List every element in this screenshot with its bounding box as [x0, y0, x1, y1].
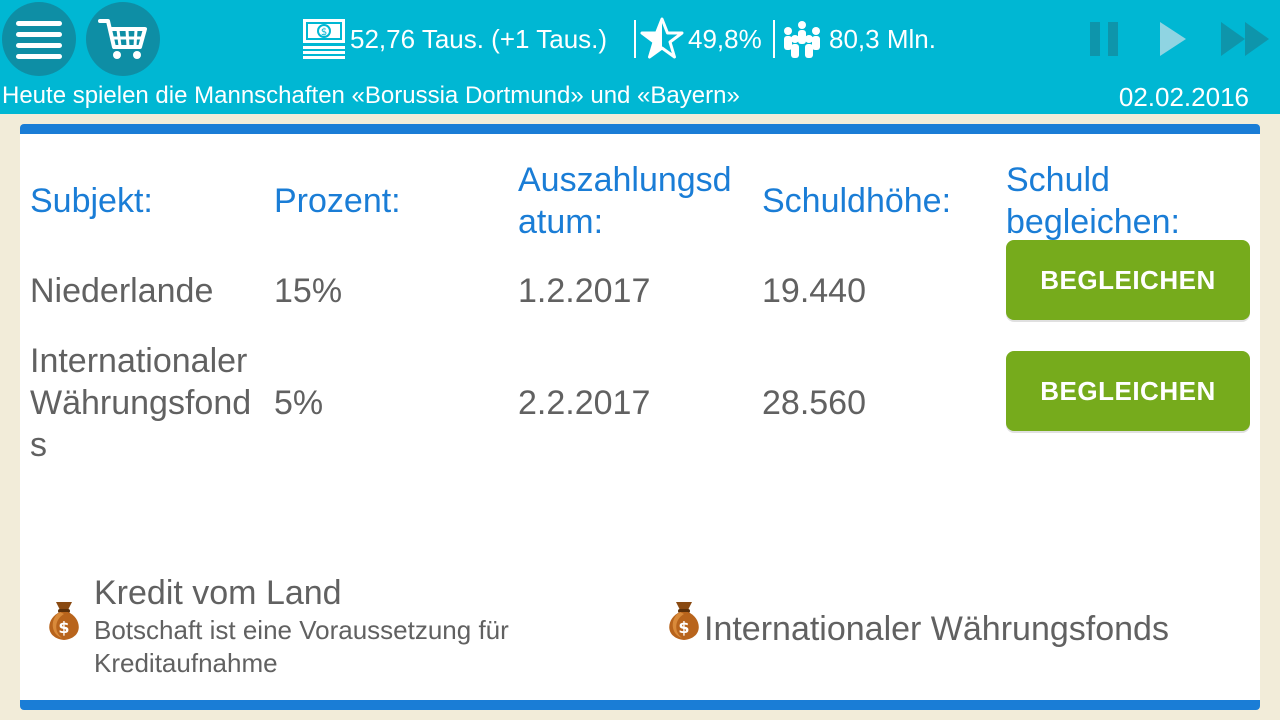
menu-icon: [16, 21, 62, 59]
play-icon: [1160, 22, 1186, 56]
table-row-date: 2.2.2017: [518, 384, 651, 422]
header-pay-off-line1: Schuld: [1006, 161, 1110, 199]
rating-value: 49,8%: [688, 23, 762, 54]
pay-off-button[interactable]: BEGLEICHEN: [1006, 240, 1250, 320]
star-icon: [640, 17, 684, 61]
country-loan-title: Kredit vom Land: [94, 574, 342, 612]
play-button[interactable]: [1146, 14, 1200, 64]
header-pay-off-line2: begleichen:: [1006, 203, 1180, 241]
header-payout-date-line2: atum:: [518, 203, 604, 241]
money-value: 52,76 Taus. (+1 Taus.): [350, 23, 608, 54]
country-loan-subtitle: Botschaft ist eine Voraussetzung für Kre…: [94, 615, 509, 678]
population-stat[interactable]: 80,3 Mln.: [779, 12, 936, 66]
stat-divider: [634, 20, 636, 58]
table-row-amount: 28.560: [762, 384, 866, 422]
table-row-amount: 19.440: [762, 272, 866, 310]
table-row-percent: 5%: [274, 384, 324, 422]
header-percent: Prozent:: [274, 182, 401, 220]
svg-text:$: $: [678, 618, 689, 637]
debt-panel: Subjekt: Prozent: Auszahlungsd atum: Sch…: [20, 124, 1260, 710]
imf-loan-title: Internationaler Währungsfonds: [704, 610, 1169, 648]
header-payout-date: Auszahlungsd atum:: [518, 159, 732, 243]
pause-button[interactable]: [1077, 14, 1131, 64]
population-value: 80,3 Mln.: [829, 23, 936, 54]
header-amount: Schuldhöhe:: [762, 182, 952, 220]
cart-icon: [98, 19, 147, 59]
header-pay-off: Schuld begleichen:: [1006, 159, 1180, 243]
game-date: 02.02.2016: [1118, 82, 1249, 112]
rating-stat[interactable]: 49,8%: [640, 12, 762, 66]
people-icon: [779, 19, 825, 59]
subject-line: Währungsfond: [30, 384, 252, 422]
stat-divider: [773, 20, 775, 58]
pay-off-button[interactable]: BEGLEICHEN: [1006, 351, 1250, 431]
news-ticker: Heute spielen die Mannschaften «Borussia…: [2, 82, 740, 109]
table-row-subject: Internationaler Währungsfond s: [30, 340, 251, 466]
subject-line: s: [30, 426, 47, 464]
money-bag-icon: $: [49, 602, 79, 640]
table-row-subject: Niederlande: [30, 272, 214, 310]
header-subject: Subjekt:: [30, 182, 153, 220]
header-payout-date-line1: Auszahlungsd: [518, 161, 732, 199]
money-bag-icon: $: [669, 602, 699, 640]
shop-button[interactable]: [86, 2, 160, 76]
fast-forward-icon: [1221, 22, 1269, 56]
svg-text:$: $: [321, 27, 327, 38]
menu-button[interactable]: [2, 2, 76, 76]
money-stat[interactable]: $ 52,76 Taus. (+1 Taus.): [302, 12, 607, 66]
pause-icon: [1090, 22, 1118, 56]
top-bar: $ 52,76 Taus. (+1 Taus.) 49,8%: [0, 0, 1280, 114]
table-row-percent: 15%: [274, 272, 343, 310]
table-row-date: 1.2.2017: [518, 272, 651, 310]
subject-line: Internationaler: [30, 342, 248, 380]
fast-forward-button[interactable]: [1218, 14, 1272, 64]
money-icon: $: [302, 18, 346, 60]
svg-text:$: $: [58, 618, 69, 637]
